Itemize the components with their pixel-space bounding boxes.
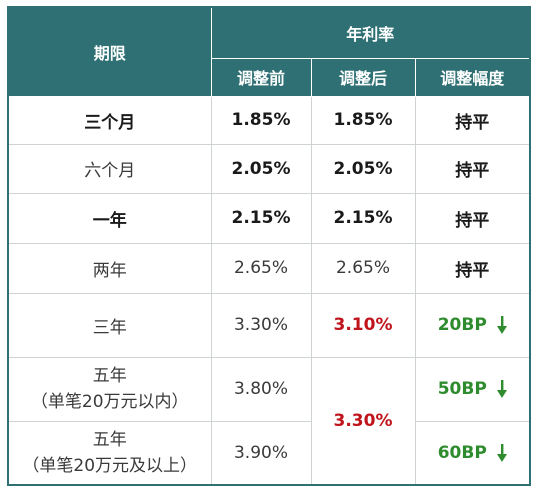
header-after: 调整后 (310, 57, 416, 97)
header-before: 调整前 (210, 57, 312, 97)
after-cell: 2.65% (310, 242, 416, 294)
header-change: 调整幅度 (414, 57, 531, 97)
period-cell: 六个月 (7, 143, 212, 194)
before-cell: 2.05% (210, 143, 312, 194)
change-cell: 50BP (414, 356, 531, 422)
table-row: 五年 （单笔20万元及以上） 3.90% 60BP (7, 420, 531, 486)
period-cell: 两年 (7, 242, 212, 294)
after-cell: 1.85% (310, 95, 416, 145)
table-row: 两年 2.65% 2.65% 持平 (7, 242, 531, 294)
rate-table-container: 期限 年利率 调整前 调整后 调整幅度 三个月 1.85% 1.85% 持平 六… (7, 6, 531, 486)
table-row: 六个月 2.05% 2.05% 持平 (7, 143, 531, 194)
period-line-2: （单笔20万元以内） (30, 392, 189, 412)
period-cell: 五年 （单笔20万元及以上） (7, 420, 212, 486)
table-row: 一年 2.15% 2.15% 持平 (7, 192, 531, 244)
before-cell: 2.15% (210, 192, 312, 244)
change-cell: 20BP (414, 292, 531, 358)
change-value: 60BP (437, 442, 487, 463)
arrow-down-icon (496, 380, 507, 398)
after-cell: 3.10% (310, 292, 416, 358)
change-cell: 持平 (414, 143, 531, 194)
period-cell: 五年 （单笔20万元以内） (7, 356, 212, 422)
table-row: 三年 3.30% 3.10% 20BP (7, 292, 531, 358)
before-cell: 3.90% (210, 420, 312, 486)
change-cell: 60BP (414, 420, 531, 486)
period-cell: 一年 (7, 192, 212, 244)
after-cell-merged: 3.30% (310, 356, 416, 486)
table-row: 五年 （单笔20万元以内） 3.80% 3.30% 50BP (7, 356, 531, 486)
after-cell: 2.05% (310, 143, 416, 194)
rate-table: 期限 年利率 调整前 调整后 调整幅度 三个月 1.85% 1.85% 持平 六… (7, 6, 531, 486)
header-annual-rate: 年利率 (210, 6, 531, 59)
table-row: 三个月 1.85% 1.85% 持平 (7, 95, 531, 145)
header-period: 期限 (7, 6, 212, 97)
period-cell: 三个月 (7, 95, 212, 145)
before-cell: 3.80% (210, 356, 312, 422)
change-value: 50BP (437, 379, 487, 399)
before-cell: 3.30% (210, 292, 312, 358)
before-cell: 2.65% (210, 242, 312, 294)
change-cell: 持平 (414, 192, 531, 244)
arrow-down-icon (496, 316, 507, 334)
period-cell: 三年 (7, 292, 212, 358)
period-line-1: 五年 (92, 366, 127, 386)
after-cell: 2.15% (310, 192, 416, 244)
change-cell: 持平 (414, 242, 531, 294)
change-value: 20BP (437, 315, 487, 335)
change-cell: 持平 (414, 95, 531, 145)
before-cell: 1.85% (210, 95, 312, 145)
period-line-1: 五年 (92, 429, 127, 450)
arrow-down-icon (496, 443, 507, 462)
period-line-2: （单笔20万元及以上） (22, 455, 198, 476)
